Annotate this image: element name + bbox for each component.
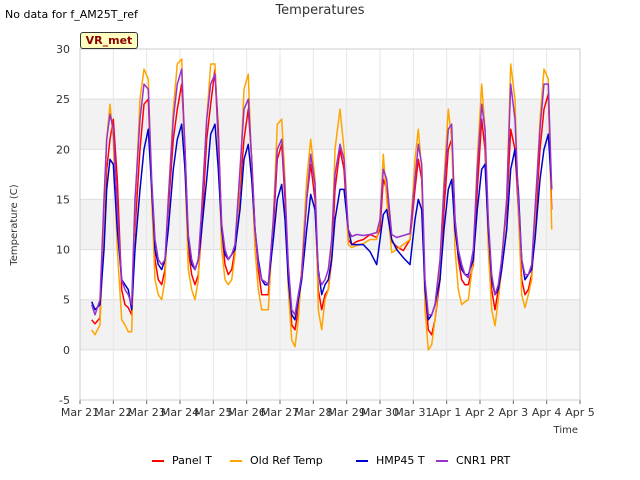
- plot-frame: [79, 48, 581, 401]
- x-axis-label: Time: [553, 425, 578, 436]
- background-band: [80, 99, 580, 150]
- y-tick-label: 10: [56, 244, 70, 257]
- chart-title: Temperatures: [275, 3, 365, 18]
- legend-swatch: [230, 459, 242, 462]
- legend-item: Panel T: [152, 454, 212, 467]
- series-line-panel-t: [91, 68, 553, 336]
- chart-lines: [90, 58, 553, 351]
- x-tick-label: Apr 5: [565, 406, 595, 419]
- x-tick-label: Mar 25: [194, 406, 232, 419]
- x-tick-label: Apr 4: [532, 406, 562, 419]
- x-tick-label: Mar 23: [128, 406, 166, 419]
- x-tick-label: Mar 26: [228, 406, 266, 419]
- x-tick-label: Mar 24: [161, 406, 199, 419]
- legend-label: HMP45 T: [376, 454, 425, 467]
- x-tick-label: Apr 2: [465, 406, 495, 419]
- y-axis-ticks: -5 0 5 10 15 20 25 30: [56, 43, 70, 407]
- legend-label: CNR1 PRT: [456, 454, 511, 467]
- legend-label: Panel T: [172, 454, 212, 467]
- x-tick-label: Mar 28: [294, 406, 332, 419]
- series-line-cnr1-prt: [90, 68, 553, 316]
- legend-swatch: [152, 459, 164, 462]
- vr-met-badge: VR_met: [80, 32, 138, 49]
- y-tick-label: 20: [56, 143, 70, 156]
- y-tick-label: 0: [63, 344, 70, 357]
- legend-label: Old Ref Temp: [250, 454, 323, 467]
- x-tick-label: Mar 29: [328, 406, 366, 419]
- y-axis-label: Temperature (C): [9, 184, 20, 266]
- series-line-old-ref-temp: [91, 58, 553, 351]
- y-tick-label: 30: [56, 43, 70, 56]
- legend-item: CNR1 PRT: [436, 454, 510, 467]
- background-band: [80, 299, 580, 350]
- no-data-note: No data for f_AM25T_ref: [5, 8, 138, 21]
- x-tick-label: Mar 27: [261, 406, 299, 419]
- legend: Panel T Old Ref Temp HMP45 T CNR1 PRT: [0, 454, 640, 470]
- y-tick-label: -5: [59, 394, 70, 407]
- x-tick-label: Mar 21: [61, 406, 99, 419]
- x-tick-label: Mar 31: [394, 406, 432, 419]
- legend-item: Old Ref Temp: [230, 454, 323, 467]
- legend-swatch: [356, 459, 368, 462]
- background-band: [80, 199, 580, 250]
- x-tick-label: Apr 3: [499, 406, 529, 419]
- y-tick-label: 5: [63, 294, 70, 307]
- y-tick-label: 15: [56, 193, 70, 206]
- x-tick-label: Mar 22: [94, 406, 132, 419]
- x-tick-label: Mar 30: [361, 406, 399, 419]
- x-tick-label: Apr 1: [432, 406, 462, 419]
- legend-swatch: [436, 459, 448, 462]
- legend-item: HMP45 T: [356, 454, 425, 467]
- y-tick-label: 25: [56, 93, 70, 106]
